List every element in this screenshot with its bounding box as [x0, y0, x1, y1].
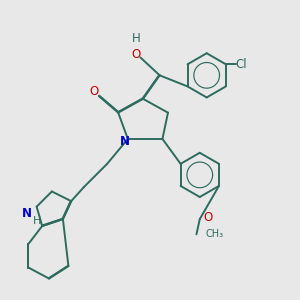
Text: H: H	[33, 216, 42, 226]
Text: CH₃: CH₃	[206, 229, 224, 239]
Text: N: N	[22, 207, 32, 220]
Text: O: O	[89, 85, 98, 98]
Text: Cl: Cl	[236, 58, 248, 71]
Text: H: H	[132, 32, 141, 44]
Text: O: O	[203, 211, 212, 224]
Text: O: O	[132, 48, 141, 61]
Text: N: N	[120, 135, 130, 148]
